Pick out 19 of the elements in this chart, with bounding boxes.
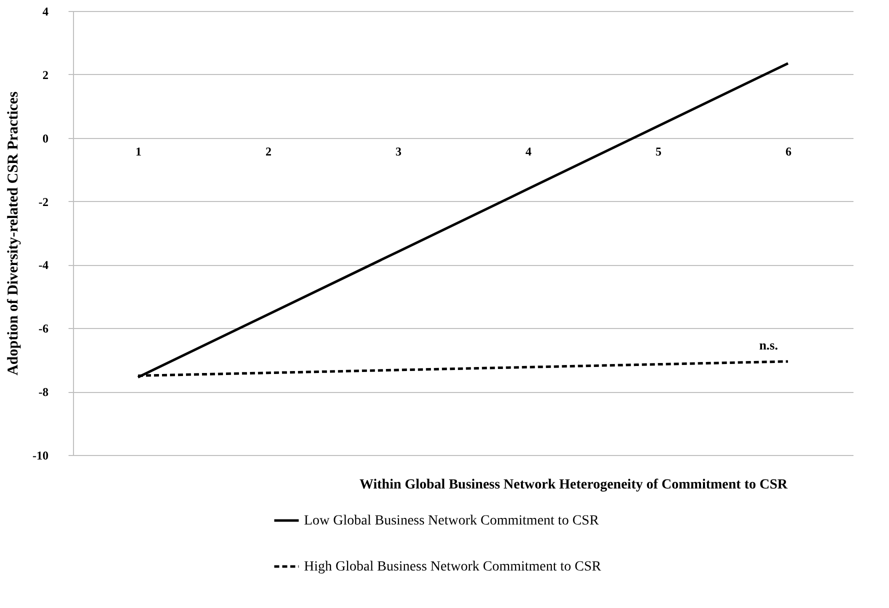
y-tick-label: 2: [42, 68, 48, 82]
annotation: n.s.: [759, 337, 778, 352]
x-tick-label: 1: [136, 144, 142, 158]
y-tick-label: 0: [42, 131, 48, 146]
x-tick-label: 5: [656, 144, 662, 158]
y-tick-label: -6: [38, 322, 48, 336]
x-tick-label: 6: [786, 144, 792, 158]
legend-label: High Global Business Network Commitment to CSR: [304, 560, 602, 574]
x-tick-label: 3: [396, 144, 402, 158]
y-tick-label: -4: [38, 258, 48, 272]
x-tick-label: 2: [266, 144, 272, 158]
y-tick-label: -2: [38, 194, 48, 209]
y-tick-label: 4: [42, 4, 48, 18]
legend-label: Low Global Business Network Commitment to CSR: [304, 514, 600, 528]
y-tick-label: -8: [38, 385, 48, 400]
x-axis-title: Within Global Business Network Heterogeneity of Commitment to CSR: [359, 478, 788, 492]
y-axis-title: Adoption of Diversity-related CSR Practices: [6, 91, 22, 376]
y-tick-label: -10: [32, 448, 48, 462]
x-tick-label: 4: [526, 144, 532, 158]
